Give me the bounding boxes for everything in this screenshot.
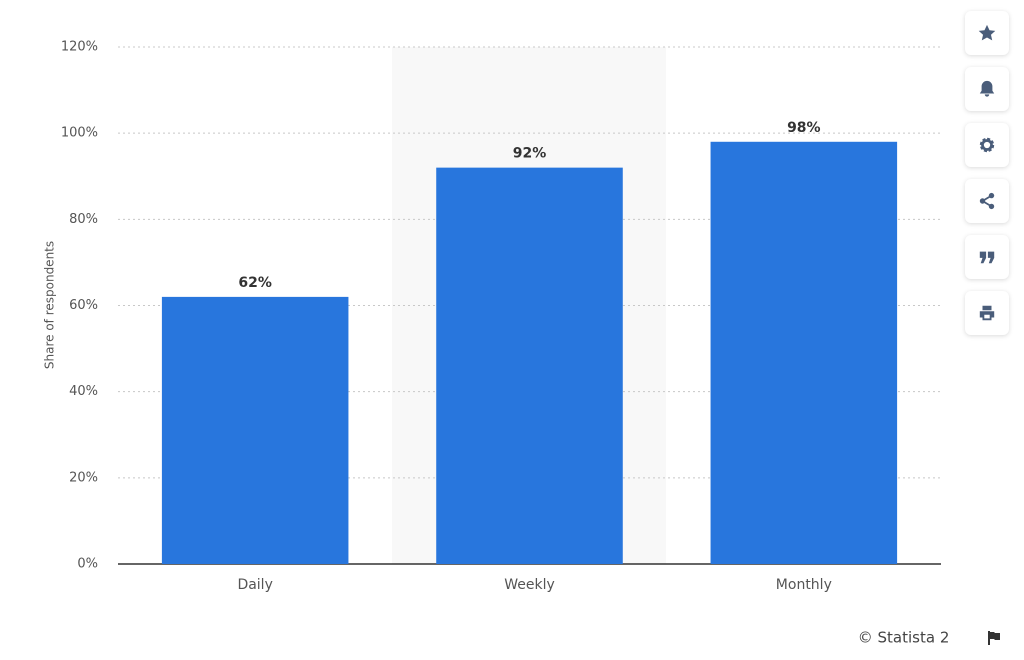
y-tick-label: 20% xyxy=(69,470,98,485)
settings-button[interactable] xyxy=(965,123,1009,167)
cite-button[interactable] xyxy=(965,235,1009,279)
notification-button[interactable] xyxy=(965,67,1009,111)
y-tick-label: 80% xyxy=(69,212,98,227)
flag-icon xyxy=(988,631,1000,645)
credit: © Statista 2022 xyxy=(858,629,950,647)
x-tick-label: Weekly xyxy=(504,577,555,593)
y-tick-label: 60% xyxy=(69,298,98,313)
chart: Share of respondents © Statista 2022 0% 2… xyxy=(43,40,979,647)
value-label: 62% xyxy=(238,275,272,291)
favorite-button[interactable] xyxy=(965,11,1009,55)
bar xyxy=(161,296,349,564)
share-button[interactable] xyxy=(965,179,1009,223)
print-button[interactable] xyxy=(965,291,1009,335)
bar xyxy=(436,167,623,564)
y-tick-label: 120% xyxy=(61,40,98,55)
y-tick-label: 100% xyxy=(61,126,98,141)
y-tick-label: 0% xyxy=(77,557,98,572)
y-axis-label: Share of respondents xyxy=(43,241,57,369)
x-tick-label: Monthly xyxy=(776,577,832,593)
bar xyxy=(710,141,898,565)
value-label: 92% xyxy=(513,146,547,162)
x-tick-label: Daily xyxy=(237,577,272,593)
y-tick-label: 40% xyxy=(69,384,98,399)
value-label: 98% xyxy=(787,120,821,136)
